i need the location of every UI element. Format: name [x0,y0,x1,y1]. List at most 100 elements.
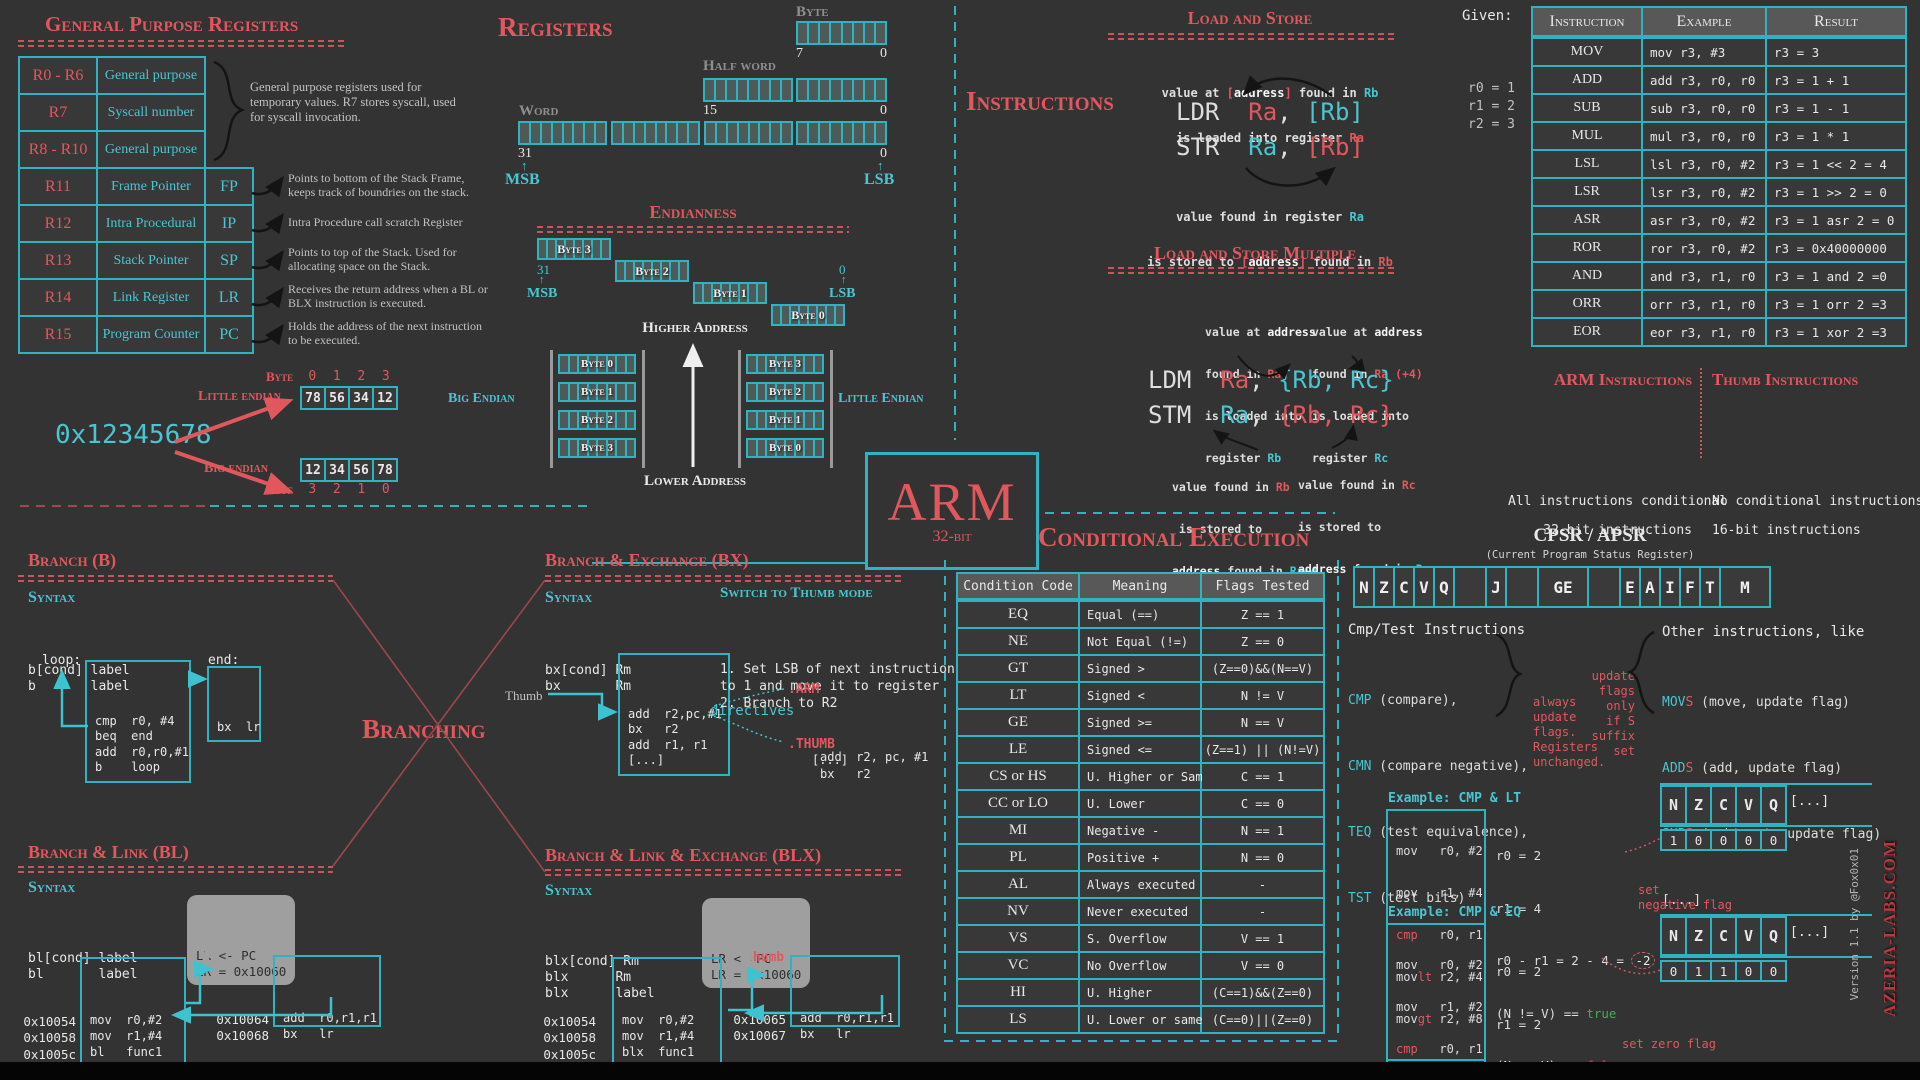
code-line: add r2,pc,#1 [628,706,722,721]
note-line: Registers [1533,740,1599,754]
up-arrow-icon: ↑ [877,158,884,173]
code-line: add r1, r1 [628,737,708,752]
note-line: flags. [1533,725,1577,739]
gpr-description: Program Counter [98,317,204,352]
flag-value: 1 [1687,962,1710,980]
divider [1045,512,1335,514]
bl-title: Branch & Link (BL) [28,842,189,862]
condition-flags: - [1202,872,1323,897]
flag-value: 0 [1762,962,1785,980]
halfword-bit-range: 15 0 [703,103,887,119]
note-line: is loaded into [1205,409,1302,423]
address: 0x1005c [543,1046,596,1062]
code-line: bx r2 [820,767,871,781]
flag-letter: Q [1762,787,1785,823]
loop-code-box: cmp r0, #4 beq end add r0,r0,#1 b loop [85,660,191,783]
condition-flags: (C==1)&&(Z==0) [1202,980,1323,1005]
word-cells [611,121,700,145]
instruction-example: add r3, r0, r0 [1643,67,1765,93]
byte-word: Byte [266,482,294,497]
byte-index: 0 [381,482,390,497]
msb-label: MSB [505,171,540,188]
up-arrow-icon: ↑ [539,274,545,286]
condition-code: CC or LO [958,791,1078,816]
bit-cells [773,306,843,324]
condition-flags: N == V [1202,710,1323,735]
divider [1660,914,1872,916]
endian-reg-byte1: Byte 1 [693,282,767,304]
condition-meaning: Signed < [1080,683,1200,708]
hex-value: 0x12345678 [55,420,212,450]
bit-7: 7 [796,46,803,61]
condition-code: EQ [958,602,1078,627]
code-line: movgt r2, #8 [1396,1012,1483,1026]
directives-label: directives [710,703,795,719]
always-update-note: always update flags. Registers unchanged. [1533,650,1605,770]
cpsr-reserved-cell [1505,566,1539,608]
note-line: always [1533,695,1577,709]
instruction-result: r3 = 1 * 1 [1767,123,1905,149]
stm-note-bottom-right: value found in Rc is stored to address f… [1298,450,1430,604]
condition-flags: Z == 1 [1202,602,1323,627]
big-endian-label: Big Endian [448,391,515,406]
address: 0x10065 [733,1011,786,1027]
address: 0x10067 [733,1028,786,1043]
address: 0x10054 [543,1013,596,1029]
instruction-result: r3 = 3 [1767,39,1905,65]
condition-flags: N == 1 [1202,818,1323,843]
code-line: add r0,r0,#1 [95,744,189,759]
instruction-name: AND [1533,263,1641,289]
flag-letter: Z [1687,787,1710,823]
column-header: Result [1767,8,1905,35]
byte-value: 12 [374,388,396,408]
gpr-register: R13 [20,243,96,278]
little-endian-label: Little Endian [838,391,924,406]
instruction-result: r3 = 1 and 2 =0 [1767,263,1905,289]
gpr-brace-note: General purpose registers used for tempo… [250,80,456,124]
instruction-example: sub r3, r0, r0 [1643,95,1765,121]
gpr-description: Intra Procedural [98,206,204,241]
divider [954,6,956,440]
endian-reg-byte3: Byte 3 [537,238,611,260]
ldm-note-top-right: value at address found in Ra (+4) is loa… [1312,297,1423,493]
flag-value: 0 [1762,831,1785,849]
cpsr-flag-I: I [1659,566,1681,608]
condition-flags: - [1202,899,1323,924]
memory-byte-row: Byte 0 [558,354,636,374]
column-header: Flags Tested [1202,574,1323,598]
divider [1660,783,1872,785]
memory-bar [642,350,645,468]
condition-flags: Z == 0 [1202,629,1323,654]
thumb-directive: .THUMB [788,737,835,752]
byte-label: Byte 3 [557,241,591,256]
gpr-register: R14 [20,280,96,315]
condition-code: LT [958,683,1078,708]
blx-right-code-box: add r0,r1,r1 bx lr [790,955,900,1041]
instruction-table-header: Instruction Example Result [1531,6,1907,37]
address: 0x10068 [216,1028,269,1043]
note-line: is loaded into [1312,409,1409,423]
gpr-note: Receives the return address when a BL or… [288,282,488,310]
byte-label: Byte 3 [768,358,802,370]
condition-meaning: U. Higher or Same [1080,764,1210,789]
divider [1660,825,1872,827]
given-values: r0 = 1 r1 = 2 r2 = 3 [1468,26,1515,134]
site-logo: AZERIA-LABS.COM [1880,840,1899,1017]
halfword-cells [796,78,887,102]
cpsr-flag-M: M [1719,566,1771,608]
bit-cells [560,356,634,372]
memory-byte-row: Byte 3 [558,438,636,458]
byte-label: Byte 2 [580,414,614,426]
load-store-title: Load and Store [1187,8,1313,28]
gpr-description: Frame Pointer [98,169,204,204]
note-line: unchanged. [1533,755,1606,769]
gpr-alias: PC [206,317,252,352]
bl-right-code-box: add r0,r1,r1 bx lr [273,955,381,1041]
given-value: r1 = 2 [1468,99,1515,114]
divider [20,505,210,507]
note-line: value found in Rb [1172,480,1290,494]
note-line: is loaded into register Ra [1176,131,1364,145]
bit-cells [617,262,687,280]
